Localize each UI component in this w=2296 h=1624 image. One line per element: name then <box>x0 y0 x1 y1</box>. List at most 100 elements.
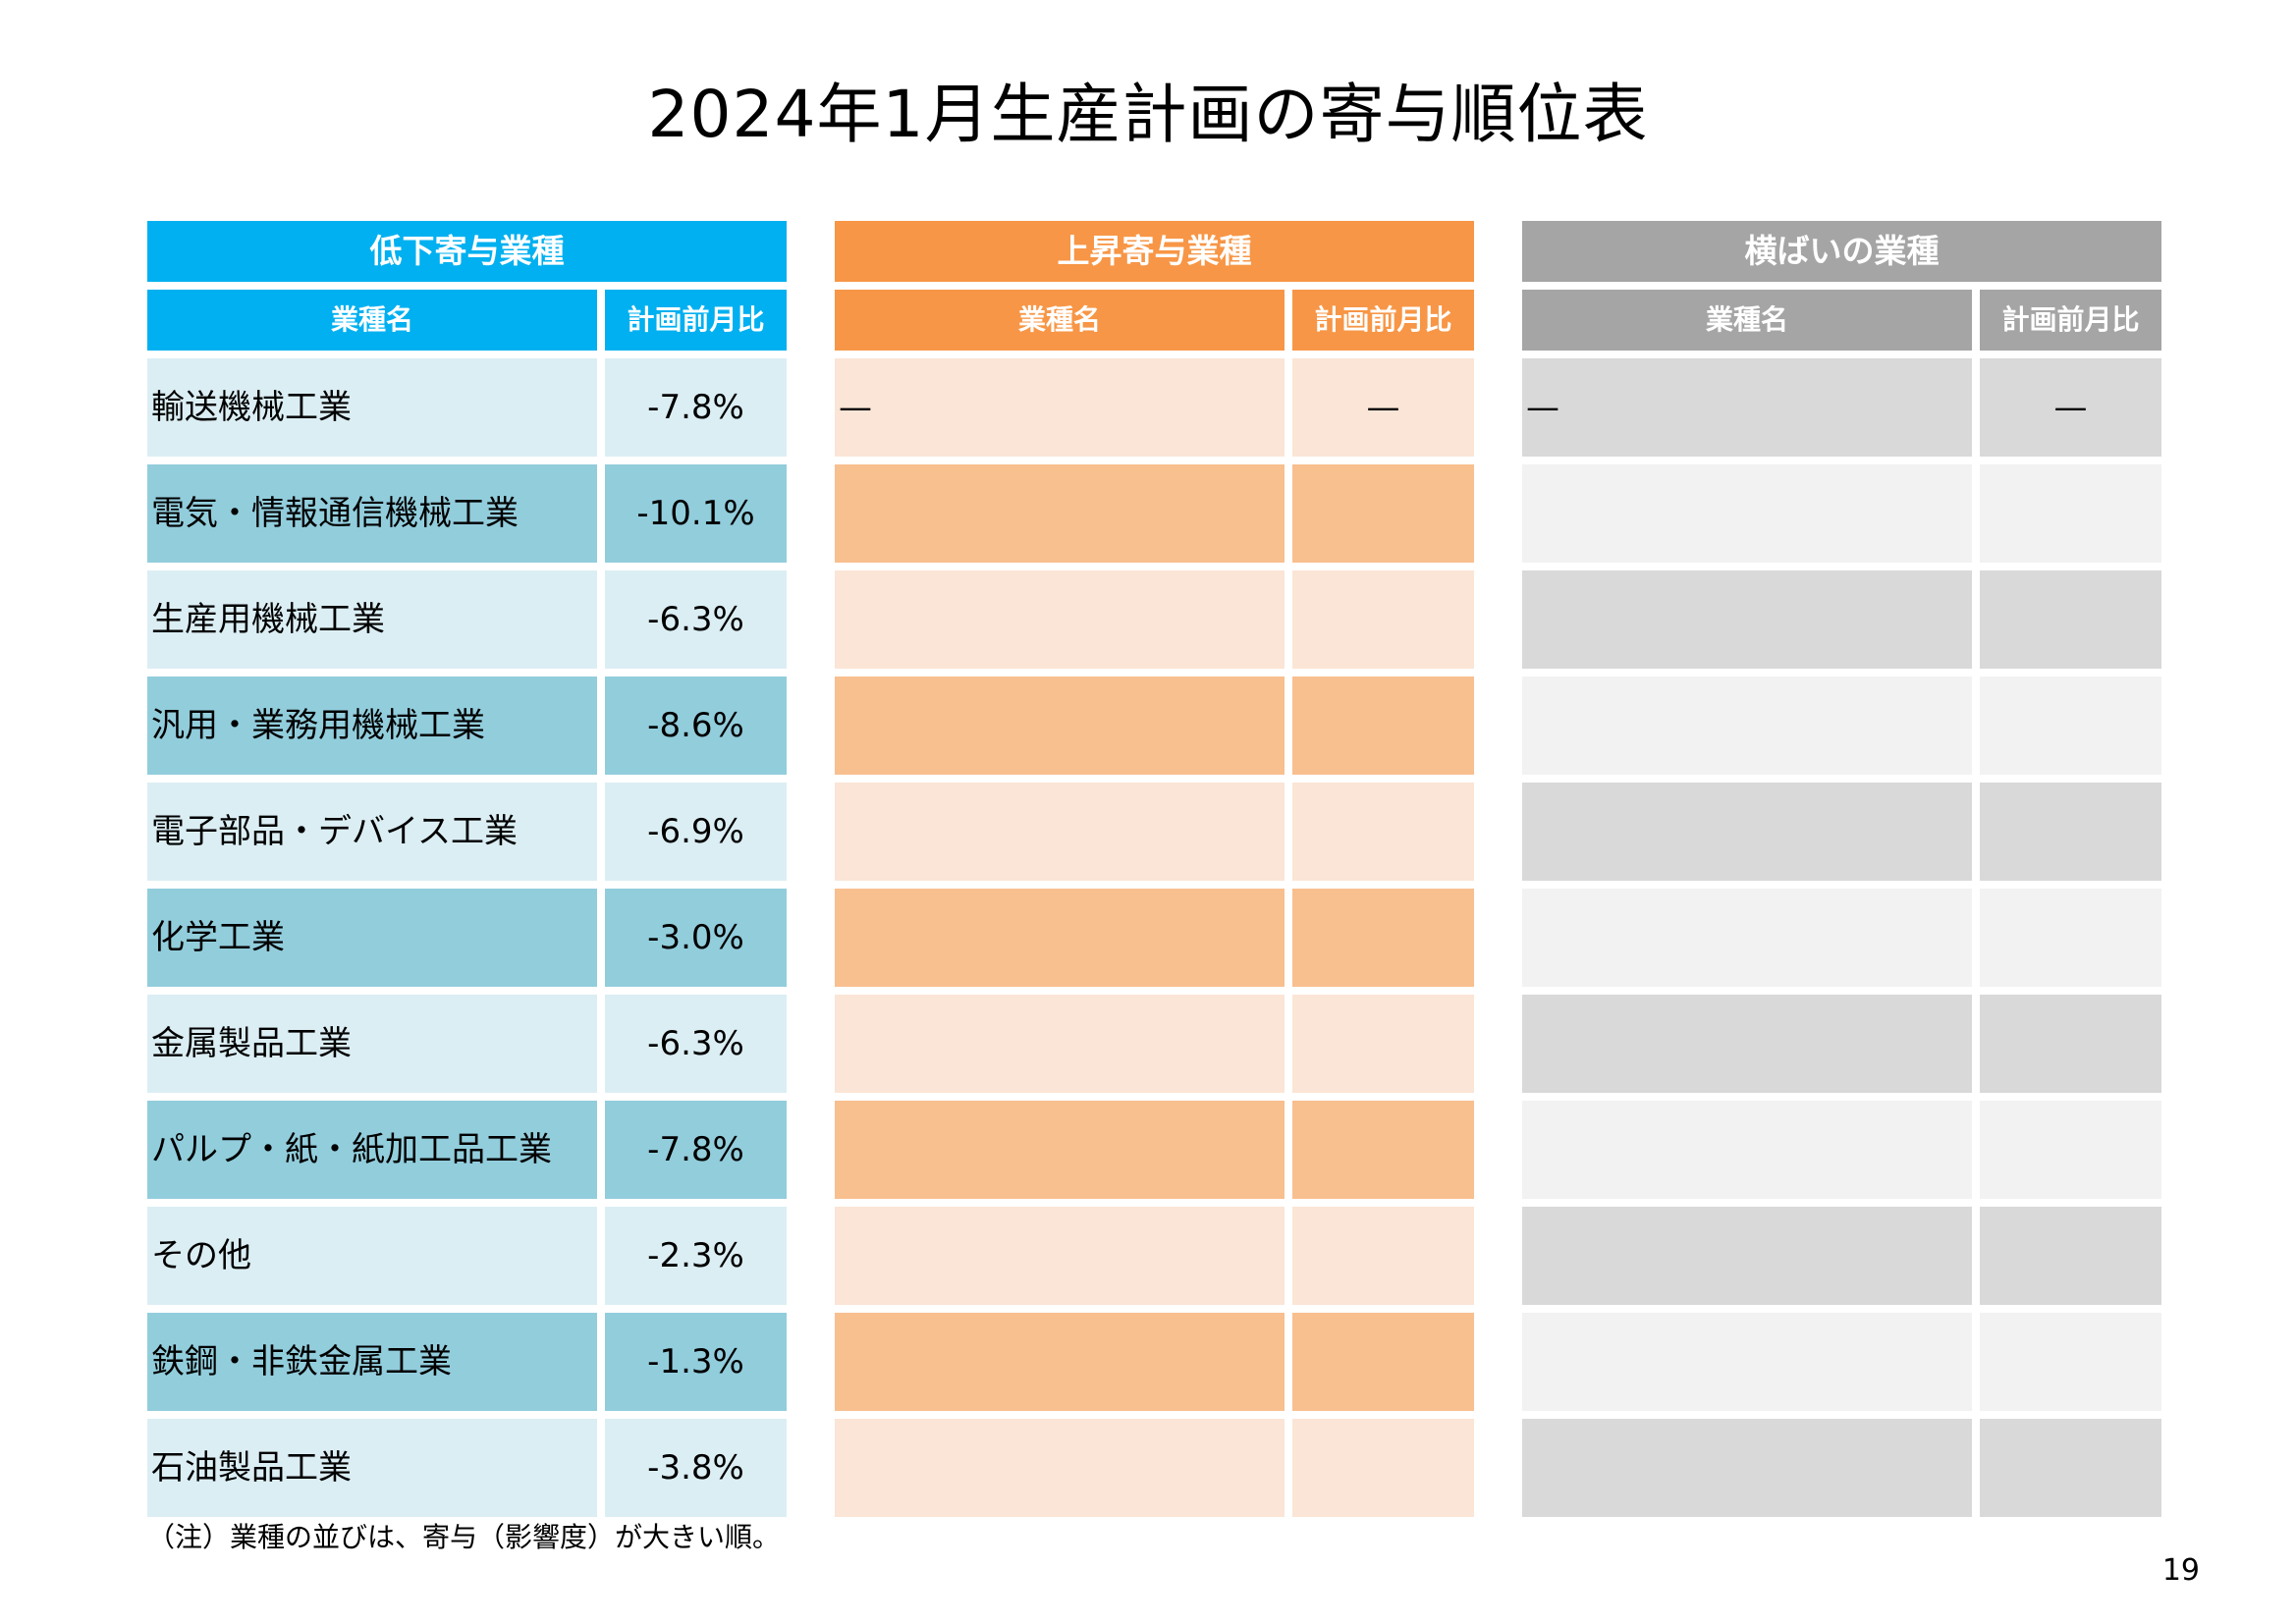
industry-name-cell: 石油製品工業 <box>147 1419 597 1517</box>
mom-change-cell: -1.3% <box>605 1313 787 1411</box>
industry-name-cell <box>835 889 1285 987</box>
mom-change-cell <box>1980 570 2161 669</box>
table-row: その他 -2.3% <box>147 1207 787 1305</box>
industry-name-cell <box>835 1101 1285 1199</box>
table-row <box>835 889 1474 987</box>
industry-name-cell: 電気・情報通信機械工業 <box>147 464 597 563</box>
industry-name-cell <box>835 1419 1285 1517</box>
mom-change-cell: -8.6% <box>605 677 787 775</box>
table-row: 輸送機械工業 -7.8% <box>147 358 787 457</box>
table-row <box>835 677 1474 775</box>
industry-name-cell: 輸送機械工業 <box>147 358 597 457</box>
table-row <box>1522 1313 2161 1411</box>
mom-change-cell <box>1292 1207 1474 1305</box>
industry-name-cell <box>1522 1419 1972 1517</box>
table-row <box>835 995 1474 1093</box>
table-row <box>1522 995 2161 1093</box>
flat-rows: — — <box>1522 358 2161 1517</box>
column-header-value: 計画前月比 <box>1292 290 1474 351</box>
industry-name-cell: — <box>1522 358 1972 457</box>
page-number: 19 <box>2161 1553 2200 1588</box>
page-title: 2024年1月生産計画の寄与順位表 <box>647 77 1649 152</box>
mom-change-cell <box>1980 677 2161 775</box>
table-row <box>1522 783 2161 881</box>
column-header-name: 業種名 <box>147 290 597 351</box>
flat-column-headers: 業種名 計画前月比 <box>1522 290 2161 351</box>
footnote: （注）業種の並びは、寄与（影響度）が大きい順。 <box>147 1521 781 1553</box>
industry-name-cell: — <box>835 358 1285 457</box>
table-row <box>835 570 1474 669</box>
column-header-value: 計画前月比 <box>605 290 787 351</box>
mom-change-cell <box>1292 1313 1474 1411</box>
table-row: 石油製品工業 -3.8% <box>147 1419 787 1517</box>
table-row <box>1522 1419 2161 1517</box>
table-row <box>835 1419 1474 1517</box>
industry-name-cell: その他 <box>147 1207 597 1305</box>
mom-change-cell <box>1980 889 2161 987</box>
industry-name-cell <box>1522 1101 1972 1199</box>
increase-panel-header: 上昇寄与業種 <box>835 221 1474 282</box>
table-row: 鉄鋼・非鉄金属工業 -1.3% <box>147 1313 787 1411</box>
mom-change-cell <box>1980 1419 2161 1517</box>
decrease-column-headers: 業種名 計画前月比 <box>147 290 787 351</box>
mom-change-cell: -6.9% <box>605 783 787 881</box>
mom-change-cell <box>1980 783 2161 881</box>
increase-rows: — — <box>835 358 1474 1517</box>
industry-name-cell <box>835 677 1285 775</box>
table-row <box>1522 889 2161 987</box>
industry-name-cell <box>1522 995 1972 1093</box>
industry-name-cell: 金属製品工業 <box>147 995 597 1093</box>
table-row: 電気・情報通信機械工業 -10.1% <box>147 464 787 563</box>
mom-change-cell <box>1292 1419 1474 1517</box>
mom-change-cell <box>1292 570 1474 669</box>
industry-name-cell <box>835 570 1285 669</box>
decrease-panel-header: 低下寄与業種 <box>147 221 787 282</box>
industry-name-cell <box>1522 783 1972 881</box>
table-row: 電子部品・デバイス工業 -6.9% <box>147 783 787 881</box>
table-row: 化学工業 -3.0% <box>147 889 787 987</box>
mom-change-cell: -10.1% <box>605 464 787 563</box>
industry-name-cell <box>1522 889 1972 987</box>
industry-name-cell <box>1522 677 1972 775</box>
mom-change-cell <box>1980 1207 2161 1305</box>
table-row: — — <box>1522 358 2161 457</box>
table-row <box>1522 1207 2161 1305</box>
mom-change-cell <box>1292 889 1474 987</box>
mom-change-cell: -7.8% <box>605 358 787 457</box>
industry-name-cell <box>1522 570 1972 669</box>
table-row <box>835 1313 1474 1411</box>
increase-column-headers: 業種名 計画前月比 <box>835 290 1474 351</box>
industry-name-cell: 生産用機械工業 <box>147 570 597 669</box>
mom-change-cell: -2.3% <box>605 1207 787 1305</box>
column-header-name: 業種名 <box>835 290 1285 351</box>
mom-change-cell <box>1292 464 1474 563</box>
table-row: 汎用・業務用機械工業 -8.6% <box>147 677 787 775</box>
flat-panel-header: 横ばいの業種 <box>1522 221 2161 282</box>
industry-name-cell: パルプ・紙・紙加工品工業 <box>147 1101 597 1199</box>
table-row <box>1522 464 2161 563</box>
mom-change-cell <box>1292 677 1474 775</box>
mom-change-cell <box>1980 1101 2161 1199</box>
industry-name-cell: 化学工業 <box>147 889 597 987</box>
mom-change-cell <box>1980 995 2161 1093</box>
mom-change-cell <box>1980 1313 2161 1411</box>
industry-name-cell <box>835 995 1285 1093</box>
column-header-value: 計画前月比 <box>1980 290 2161 351</box>
table-row <box>1522 677 2161 775</box>
table-row <box>1522 570 2161 669</box>
increase-panel: 上昇寄与業種 業種名 計画前月比 — — <box>835 221 1474 1525</box>
table-row <box>835 464 1474 563</box>
table-row: 生産用機械工業 -6.3% <box>147 570 787 669</box>
industry-name-cell <box>1522 464 1972 563</box>
mom-change-cell <box>1292 995 1474 1093</box>
mom-change-cell <box>1292 1101 1474 1199</box>
industry-name-cell <box>835 1313 1285 1411</box>
industry-name-cell: 汎用・業務用機械工業 <box>147 677 597 775</box>
column-header-name: 業種名 <box>1522 290 1972 351</box>
mom-change-cell: -6.3% <box>605 570 787 669</box>
table-row <box>835 1101 1474 1199</box>
industry-name-cell <box>835 783 1285 881</box>
industry-name-cell: 電子部品・デバイス工業 <box>147 783 597 881</box>
industry-name-cell <box>1522 1313 1972 1411</box>
table-row: — — <box>835 358 1474 457</box>
